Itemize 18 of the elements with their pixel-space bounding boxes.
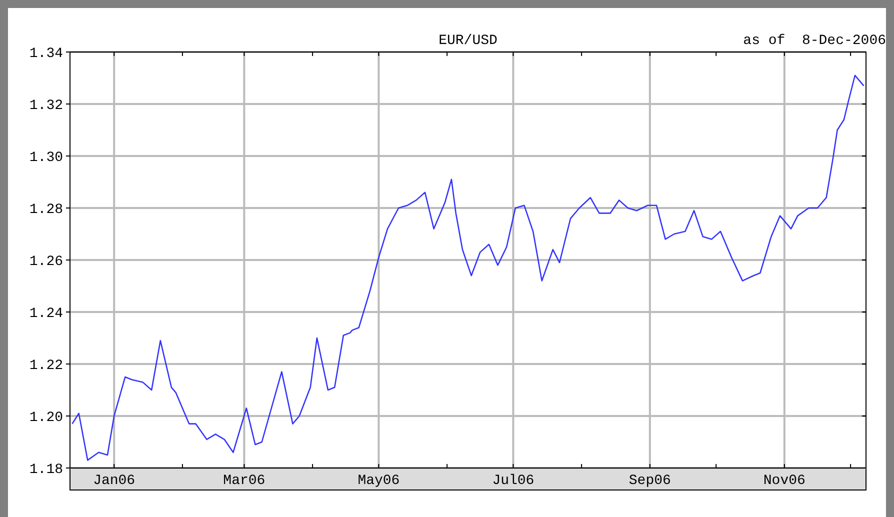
line-series [72,74,864,461]
y-tick-label: 1.18 [29,462,63,478]
y-tick-label: 1.20 [29,410,63,426]
y-tick-label: 1.28 [29,202,63,218]
x-tick-label: Jan06 [93,473,136,489]
x-tick-label: Mar06 [223,473,266,489]
x-tick-label: Nov06 [763,473,806,489]
chart-title: EUR/USD [438,33,498,49]
x-tick-label: Jul06 [492,473,534,489]
y-tick-label: 1.26 [29,254,63,270]
chart-subtitle: as of 8-Dec-2006 [743,33,886,49]
y-tick-label: 1.34 [29,46,63,62]
x-tick-label: May06 [358,473,400,489]
y-tick-label: 1.30 [29,150,63,166]
y-tick-label: 1.22 [29,358,63,374]
y-tick-label: 1.24 [29,306,63,322]
y-tick-label: 1.32 [29,98,63,114]
x-tick-label: Sep06 [628,473,671,489]
